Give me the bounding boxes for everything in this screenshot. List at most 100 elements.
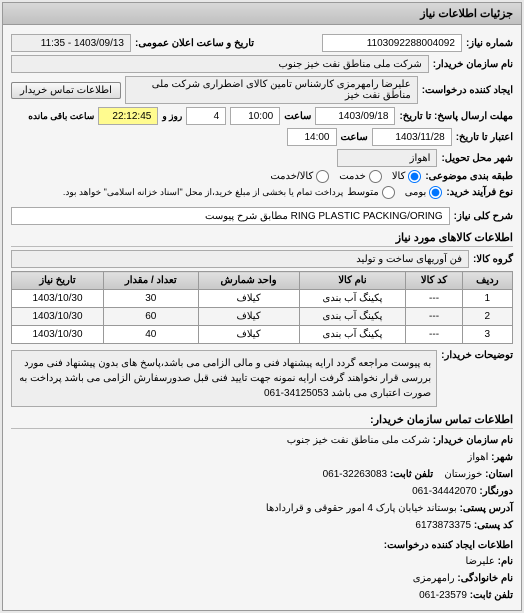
contact-info-button[interactable]: اطلاعات تماس خریدار [11,82,121,99]
table-row: 1---پکینگ آب بندیکیلاف301403/10/30 [12,290,513,308]
days-label: روز و [162,111,182,122]
panel-title: جزئیات اطلاعات نیاز [3,3,521,25]
purchase-radio-group: بومی متوسط [347,186,442,199]
radio-all[interactable]: کالا [392,170,422,183]
contact-address: آدرس پستی: بوستاند خیابان پارک 4 امور حق… [11,500,513,517]
group-label: گروه کالا: [473,254,513,265]
table-header-cell: نام کالا [299,272,406,290]
packaging-label: طبقه بندی موضوعی: [425,171,513,182]
radio-both[interactable]: کالا/خدمت [270,170,329,183]
remain-label: ساعت باقی مانده [28,111,94,122]
contact-fax: دورنگار: 34442070-061 [11,483,513,500]
time-label-2: ساعت [341,132,368,143]
table-cell: 1 [462,290,512,308]
items-section-title: اطلاعات کالاهای مورد نیاز [11,231,513,247]
table-cell: کیلاف [198,326,299,344]
key-value: RING PLASTIC PACKING/ORING مطابق شرح پیو… [11,207,450,225]
delivery-city: اهواز [337,149,437,167]
row-notes: توضیحات خریدار: به پیوست مراجعه گردد ارا… [11,350,513,407]
announce-value: 1403/09/13 - 11:35 [11,34,131,52]
contact-org: نام سازمان خریدار: شرکت ملی مناطق نفت خی… [11,432,513,449]
items-table: ردیفکد کالانام کالاواحد شمارشتعداد / مقد… [11,271,513,344]
packaging-radio-group: کالا خدمت کالا/خدمت [270,170,421,183]
purchase-type-label: نوع فرآیند خرید: [446,187,513,198]
announce-label: تاریخ و ساعت اعلان عمومی: [135,38,254,49]
req-number-value: 1103092288004092 [322,34,462,52]
delivery-city-label: شهر محل تحویل: [441,153,513,164]
table-cell: 1403/10/30 [12,326,104,344]
row-group: گروه کالا: فن آوریهای ساخت و تولید [11,250,513,268]
contact-block: نام سازمان خریدار: شرکت ملی مناطق نفت خی… [11,432,513,534]
key-label: شرح کلی نیاز: [454,211,513,222]
row-packaging: طبقه بندی موضوعی: کالا خدمت کالا/خدمت [11,170,513,183]
table-cell: 1403/10/30 [12,290,104,308]
table-cell: کیلاف [198,308,299,326]
requester-name: علیرضا رامهرمزی کارشناس تامین کالای اضطر… [125,76,418,104]
table-cell: کیلاف [198,290,299,308]
creator-phone: تلفن ثابت: 23579-061 [11,587,513,604]
table-header-cell: واحد شمارش [198,272,299,290]
creator-section-title: اطلاعات ایجاد کننده درخواست: [11,540,513,551]
radio-one-input[interactable] [429,186,442,199]
contact-province-phone: استان: خوزستان تلفن ثابت: 32263083-061 [11,466,513,483]
contact-postal: کد پستی: 6173873375 [11,517,513,534]
table-row: 2---پکینگ آب بندیکیلاف601403/10/30 [12,308,513,326]
contact-section-title: اطلاعات تماس سازمان خریدار: [11,413,513,429]
time-label-1: ساعت [284,111,311,122]
table-header-cell: تعداد / مقدار [104,272,198,290]
req-number-label: شماره نیاز: [466,38,513,49]
table-cell: 40 [104,326,198,344]
creator-surname: نام خانوادگی: رامهرمزی [11,570,513,587]
table-body: 1---پکینگ آب بندیکیلاف301403/10/302---پک… [12,290,513,344]
days-value: 4 [186,107,226,125]
radio-service[interactable]: خدمت [339,170,382,183]
table-cell: 1403/10/30 [12,308,104,326]
buyer-label: نام سازمان خریدار: [433,59,513,70]
table-head: ردیفکد کالانام کالاواحد شمارشتعداد / مقد… [12,272,513,290]
remain-time: 22:12:45 [98,107,158,125]
deadline-label: مهلت ارسال پاسخ: تا تاریخ: [399,111,513,122]
radio-all-input[interactable] [408,170,421,183]
tech-value: فن آوریهای ساخت و تولید [11,250,469,268]
creator-block: نام: علیرضا نام خانوادگی: رامهرمزی تلفن … [11,553,513,604]
table-cell: پکینگ آب بندی [299,326,406,344]
validity-label: اعتبار تا تاریخ: [456,132,513,143]
validity-time: 14:00 [287,128,337,146]
table-cell: --- [406,290,462,308]
purchase-note: پرداخت تمام یا بخشی از مبلغ خرید،از محل … [63,187,343,198]
radio-two[interactable]: متوسط [347,186,394,199]
radio-two-input[interactable] [382,186,395,199]
table-cell: 2 [462,308,512,326]
contact-city: شهر: اهواز [11,449,513,466]
radio-both-input[interactable] [316,170,329,183]
notes-text: به پیوست مراجعه گردد ارایه پیشنهاد فنی و… [11,350,437,407]
deadline-time: 10:00 [230,107,280,125]
table-header-row: ردیفکد کالانام کالاواحد شمارشتعداد / مقد… [12,272,513,290]
radio-service-input[interactable] [369,170,382,183]
row-requester: ایجاد کننده درخواست: علیرضا رامهرمزی کار… [11,76,513,104]
table-header-cell: ردیف [462,272,512,290]
table-header-cell: تاریخ نیاز [12,272,104,290]
validity-date: 1403/11/28 [372,128,452,146]
radio-one[interactable]: بومی [405,186,443,199]
row-delivery-city: شهر محل تحویل: اهواز [11,149,513,167]
row-deadline: مهلت ارسال پاسخ: تا تاریخ: 1403/09/18 سا… [11,107,513,125]
table-cell: 30 [104,290,198,308]
row-buyer: نام سازمان خریدار: شرکت ملی مناطق نفت خی… [11,55,513,73]
table-cell: --- [406,326,462,344]
table-cell: پکینگ آب بندی [299,308,406,326]
panel-body: شماره نیاز: 1103092288004092 تاریخ و ساع… [3,25,521,610]
row-purchase-type: نوع فرآیند خرید: بومی متوسط پرداخت تمام … [11,186,513,199]
notes-label: توضیحات خریدار: [441,350,513,361]
details-panel: جزئیات اطلاعات نیاز شماره نیاز: 11030922… [2,2,522,611]
row-validity: اعتبار تا تاریخ: 1403/11/28 ساعت 14:00 [11,128,513,146]
table-cell: پکینگ آب بندی [299,290,406,308]
requester-label: ایجاد کننده درخواست: [422,85,513,96]
table-cell: --- [406,308,462,326]
table-row: 3---پکینگ آب بندیکیلاف401403/10/30 [12,326,513,344]
buyer-name: شرکت ملی مناطق نفت خیز جنوب [11,55,429,73]
table-cell: 60 [104,308,198,326]
table-header-cell: کد کالا [406,272,462,290]
deadline-date: 1403/09/18 [315,107,395,125]
row-req-number: شماره نیاز: 1103092288004092 تاریخ و ساع… [11,34,513,52]
